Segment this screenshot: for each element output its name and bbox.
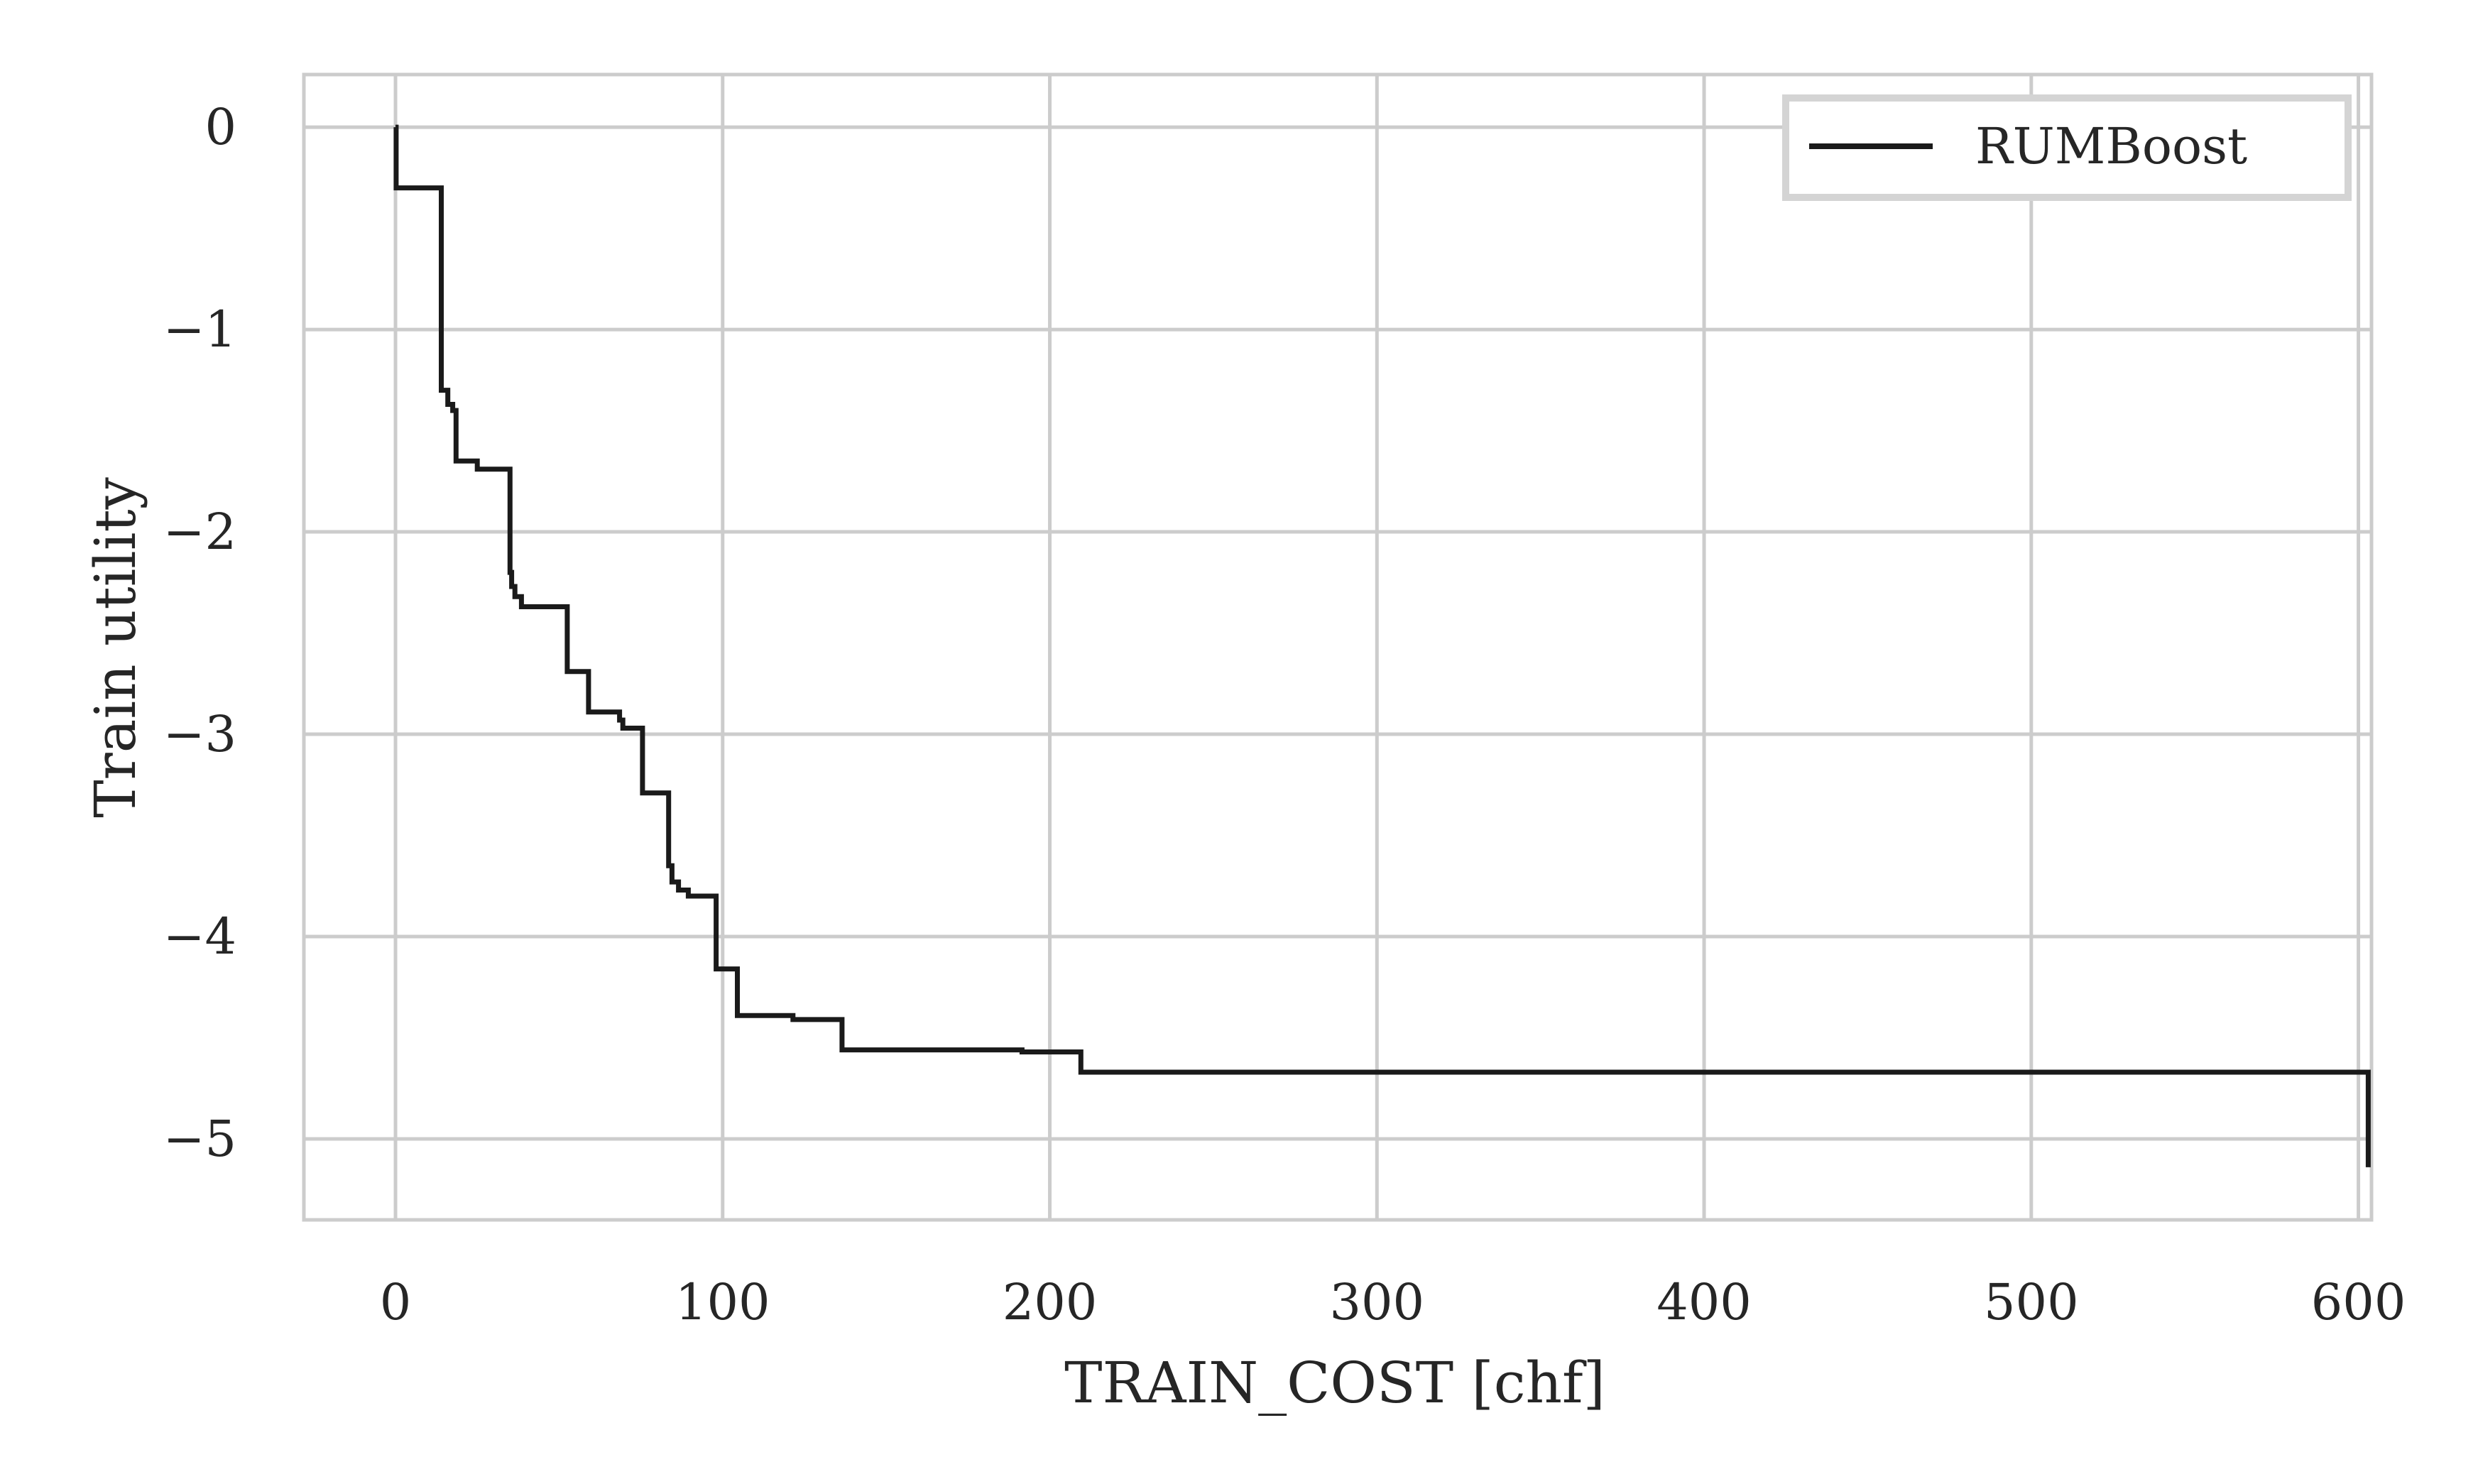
legend: RUMBoost (1782, 94, 2352, 201)
plot-area-frame (302, 72, 2374, 1222)
x-tick-label: 200 (1003, 1273, 1098, 1331)
x-tick-label: 100 (675, 1273, 770, 1331)
x-tick-label: 500 (1984, 1273, 2079, 1331)
y-tick-label: −5 (163, 1110, 236, 1168)
y-tick-label: 0 (204, 98, 236, 156)
x-tick-label: 600 (2311, 1273, 2406, 1331)
x-tick-labels: 0 100 200 300 400 500 600 (380, 1273, 2406, 1331)
x-tick-label: 0 (380, 1273, 412, 1331)
y-tick-label: −3 (163, 705, 236, 763)
x-tick-label: 300 (1329, 1273, 1424, 1331)
y-tick-label: −4 (163, 907, 236, 966)
x-axis-label: TRAIN_COST [chf] (1064, 1350, 1605, 1416)
series-line-rumboost (393, 124, 2371, 1167)
grid-lines (304, 75, 2371, 1220)
series-layer (393, 124, 2371, 1167)
y-axis-label: Train utility (82, 477, 148, 818)
y-tick-labels: 0 −1 −2 −3 −4 −5 (163, 98, 236, 1168)
legend-label-rumboost: RUMBoost (1975, 117, 2247, 175)
y-tick-label: −1 (163, 300, 236, 359)
y-tick-label: −2 (163, 503, 236, 561)
x-tick-label: 400 (1656, 1273, 1752, 1331)
